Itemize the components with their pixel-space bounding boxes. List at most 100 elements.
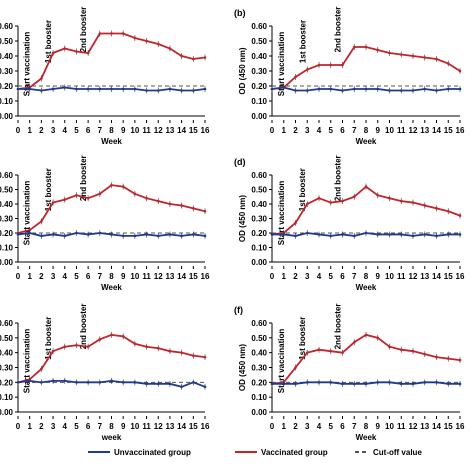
annotation-label: 1st booster	[44, 317, 53, 360]
data-point-unvaccinated-group	[180, 385, 183, 389]
x-axis-label: Week	[101, 283, 122, 292]
data-point-vaccinated-group	[329, 349, 333, 353]
data-point-vaccinated-group	[133, 342, 137, 346]
data-point-vaccinated-group	[40, 77, 43, 80]
data-point-vaccinated-group	[423, 352, 427, 356]
data-point-unvaccinated-group	[110, 233, 113, 236]
data-point-unvaccinated-group	[180, 234, 183, 238]
x-axis-label: Week	[356, 433, 377, 442]
data-point-unvaccinated-group	[317, 233, 321, 236]
x-tick-label: 6	[86, 126, 91, 135]
data-point-vaccinated-group	[75, 343, 78, 347]
legend-label: Unvaccinated group	[114, 448, 191, 457]
data-point-vaccinated-group	[110, 183, 113, 187]
data-point-unvaccinated-group	[352, 87, 356, 91]
x-tick-label: 13	[420, 272, 429, 281]
data-point-vaccinated-group	[399, 348, 403, 352]
y-tick-label: 0.30	[251, 215, 267, 224]
data-point-unvaccinated-group	[282, 86, 286, 89]
data-point-unvaccinated-group	[294, 382, 297, 386]
data-point-vaccinated-group	[51, 51, 55, 55]
x-tick-label: 10	[385, 126, 394, 135]
data-point-vaccinated-group	[145, 345, 148, 349]
data-point-unvaccinated-group	[86, 233, 90, 236]
x-tick-label: 5	[74, 422, 79, 431]
data-point-vaccinated-group	[110, 333, 113, 337]
data-point-vaccinated-group	[110, 32, 113, 35]
data-point-unvaccinated-group	[458, 233, 462, 236]
data-point-unvaccinated-group	[388, 89, 391, 92]
y-tick-label: 0.10	[0, 244, 14, 253]
x-tick-label: 4	[63, 422, 68, 431]
data-point-vaccinated-group	[121, 335, 125, 338]
x-tick-label: 13	[420, 126, 429, 135]
data-point-vaccinated-group	[168, 202, 172, 206]
x-tick-label: 16	[201, 126, 210, 135]
x-tick-label: 2	[293, 422, 298, 431]
data-point-unvaccinated-group	[317, 381, 321, 384]
data-point-unvaccinated-group	[399, 89, 403, 92]
data-point-vaccinated-group	[423, 56, 427, 59]
annotation-label: 1st booster	[44, 20, 53, 63]
data-point-vaccinated-group	[423, 204, 427, 207]
data-point-unvaccinated-group	[270, 233, 274, 236]
y-tick-label: 0.20	[251, 378, 267, 387]
data-point-vaccinated-group	[388, 345, 391, 349]
y-tick-label: 0.30	[0, 215, 14, 224]
x-tick-label: 0	[270, 126, 275, 135]
x-tick-label: 15	[444, 272, 453, 281]
data-point-unvaccinated-group	[352, 382, 356, 386]
x-tick-label: 12	[154, 126, 163, 135]
data-point-unvaccinated-group	[411, 234, 415, 238]
data-point-unvaccinated-group	[145, 382, 148, 386]
x-tick-label: 15	[444, 126, 453, 135]
data-point-unvaccinated-group	[75, 231, 78, 235]
x-tick-label: 4	[317, 422, 322, 431]
y-tick-label: 0.30	[0, 67, 14, 76]
panel-5: 0.000.100.200.300.400.500.60012345678910…	[0, 304, 210, 442]
data-point-vaccinated-group	[411, 201, 415, 204]
data-point-vaccinated-group	[399, 53, 403, 56]
data-point-unvaccinated-group	[192, 233, 195, 236]
data-point-unvaccinated-group	[63, 86, 67, 89]
data-point-vaccinated-group	[341, 199, 344, 203]
annotation-label: 2nd booster	[79, 155, 88, 201]
data-point-unvaccinated-group	[156, 89, 160, 92]
y-tick-label: 0.40	[251, 349, 267, 358]
data-point-vaccinated-group	[305, 68, 309, 71]
y-tick-label: 0.40	[251, 200, 267, 209]
data-point-vaccinated-group	[51, 349, 55, 353]
annotation-label: 2nd booster	[79, 7, 88, 53]
data-point-unvaccinated-group	[145, 233, 148, 236]
y-tick-label: 0.00	[251, 408, 267, 417]
data-point-unvaccinated-group	[305, 381, 309, 384]
x-tick-label: 0	[16, 272, 21, 281]
data-point-vaccinated-group	[388, 51, 391, 55]
panel-4: 0.000.100.200.300.400.500.600 1 2 3 4 5 6 7 8 9 10…	[234, 155, 465, 292]
data-point-unvaccinated-group	[329, 381, 333, 384]
data-point-unvaccinated-group	[40, 89, 43, 92]
x-tick-label: 5	[329, 126, 334, 135]
x-axis-label: week	[101, 433, 122, 442]
data-point-unvaccinated-group	[305, 231, 309, 235]
data-point-vaccinated-group	[156, 42, 160, 46]
data-point-vaccinated-group	[399, 199, 403, 203]
x-tick-label: 8	[364, 422, 369, 431]
x-tick-label: 16	[456, 272, 465, 281]
data-point-unvaccinated-group	[28, 87, 31, 91]
data-point-unvaccinated-group	[86, 87, 90, 91]
y-tick-label: 0.40	[0, 200, 14, 209]
data-point-unvaccinated-group	[121, 381, 125, 384]
data-point-vaccinated-group	[446, 209, 450, 213]
x-tick-label: 9	[121, 272, 126, 281]
data-point-unvaccinated-group	[133, 87, 137, 91]
y-tick-label: 0.20	[0, 82, 14, 91]
x-tick-label: 10	[385, 422, 394, 431]
data-point-unvaccinated-group	[388, 233, 391, 236]
data-point-vaccinated-group	[180, 204, 183, 207]
annotation-label: 1st booster	[298, 317, 307, 360]
data-point-vaccinated-group	[180, 54, 183, 58]
data-point-vaccinated-group	[145, 39, 148, 43]
x-tick-label: 13	[420, 422, 429, 431]
